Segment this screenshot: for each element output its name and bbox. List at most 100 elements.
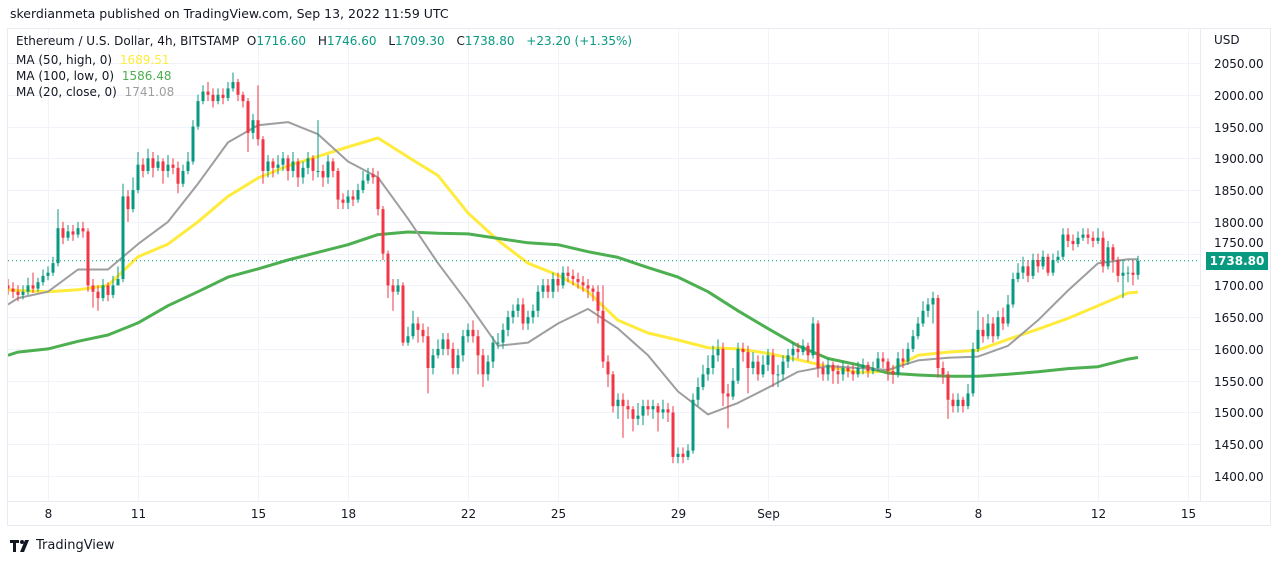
y-tick-label: 1450.00 — [1214, 437, 1264, 452]
candle — [721, 342, 725, 407]
candle-body — [721, 348, 725, 394]
candle — [606, 355, 610, 388]
candle — [106, 282, 110, 302]
candle — [331, 158, 335, 178]
candle-body — [1021, 266, 1025, 273]
candle-body — [526, 317, 530, 324]
candle-body — [921, 310, 925, 324]
candle-body — [386, 253, 390, 286]
candle-body — [731, 380, 735, 397]
candle — [776, 364, 780, 388]
candle-body — [551, 279, 555, 292]
y-tick-label: 1950.00 — [1214, 120, 1264, 135]
candle — [141, 158, 145, 178]
candle-body — [971, 348, 975, 394]
candle-body — [996, 317, 1000, 337]
candle — [946, 371, 950, 419]
candle-body — [891, 371, 895, 375]
candle-body — [456, 355, 460, 368]
candle-body — [1036, 259, 1040, 267]
candle — [1046, 253, 1050, 276]
y-tick-label: 2000.00 — [1214, 88, 1264, 103]
candle — [1071, 234, 1075, 251]
candle — [751, 352, 755, 375]
candle — [906, 342, 910, 365]
candle-body — [636, 415, 640, 419]
candle-body — [1136, 260, 1140, 275]
ma50-legend[interactable]: MA (50, high, 0) 1689.51 — [16, 53, 174, 67]
candle-body — [436, 348, 440, 356]
candle — [611, 371, 615, 413]
candle — [521, 298, 525, 330]
ma100-legend[interactable]: MA (100, low, 0) 1586.48 — [16, 69, 175, 83]
candle-body — [266, 161, 270, 172]
candle — [436, 339, 440, 359]
x-tick-label: 18 — [340, 507, 357, 521]
tradingview-logo[interactable]: TradingView — [10, 538, 115, 553]
candle — [481, 348, 485, 388]
candle-body — [516, 304, 520, 311]
candle — [41, 269, 45, 286]
high-label: H — [317, 34, 327, 48]
chart-frame — [7, 28, 1271, 526]
candle — [1056, 250, 1060, 264]
candle — [831, 361, 835, 384]
currency-label[interactable]: USD — [1214, 33, 1240, 47]
candle — [356, 183, 360, 203]
candle — [121, 183, 125, 283]
candle-body — [681, 453, 685, 457]
candle-body — [326, 161, 330, 178]
candle — [366, 167, 370, 184]
candle-body — [726, 393, 730, 397]
candle-body — [16, 291, 20, 295]
candle — [21, 285, 25, 300]
candle — [151, 151, 155, 178]
candle-body — [581, 282, 585, 286]
candle-body — [256, 120, 260, 140]
candle-body — [941, 367, 945, 375]
candle-body — [986, 323, 990, 337]
candle-body — [936, 298, 940, 368]
candle-body — [286, 158, 290, 172]
candle — [101, 279, 105, 302]
candle — [156, 155, 160, 172]
ma20-legend[interactable]: MA (20, close, 0) 1741.08 — [16, 85, 178, 99]
candle-body — [666, 409, 670, 413]
candle — [426, 326, 430, 394]
candle — [291, 151, 295, 178]
candle — [271, 158, 275, 178]
candle — [76, 221, 80, 238]
candle-body — [586, 285, 590, 289]
candle-body — [806, 345, 810, 356]
candle-body — [821, 367, 825, 375]
candle — [626, 399, 630, 419]
candle-body — [381, 209, 385, 254]
candle-body — [356, 190, 360, 200]
candle-body — [301, 167, 305, 178]
candle-body — [161, 161, 165, 172]
symbol-title[interactable]: Ethereum / U.S. Dollar, 4h, BITSTAMP — [16, 34, 240, 48]
x-tick-label: 15 — [1180, 507, 1197, 521]
candle-body — [811, 323, 815, 356]
candle-body — [881, 358, 885, 362]
candle — [671, 406, 675, 464]
candle-body — [391, 285, 395, 292]
candle — [316, 120, 320, 178]
x-tick-label: 11 — [130, 507, 147, 521]
candle — [301, 161, 305, 184]
candle — [646, 399, 650, 416]
candle-body — [416, 323, 420, 330]
candle — [211, 88, 215, 108]
candle-body — [1026, 266, 1030, 276]
candle — [1011, 272, 1015, 308]
candle-body — [691, 399, 695, 451]
candle — [86, 228, 90, 292]
candle — [516, 298, 520, 318]
ma50-value: 1689.51 — [119, 53, 170, 67]
candle — [681, 447, 685, 464]
candle-body — [871, 367, 875, 372]
candle-body — [1066, 234, 1070, 241]
candle — [486, 355, 490, 381]
candle-body — [1106, 247, 1110, 267]
